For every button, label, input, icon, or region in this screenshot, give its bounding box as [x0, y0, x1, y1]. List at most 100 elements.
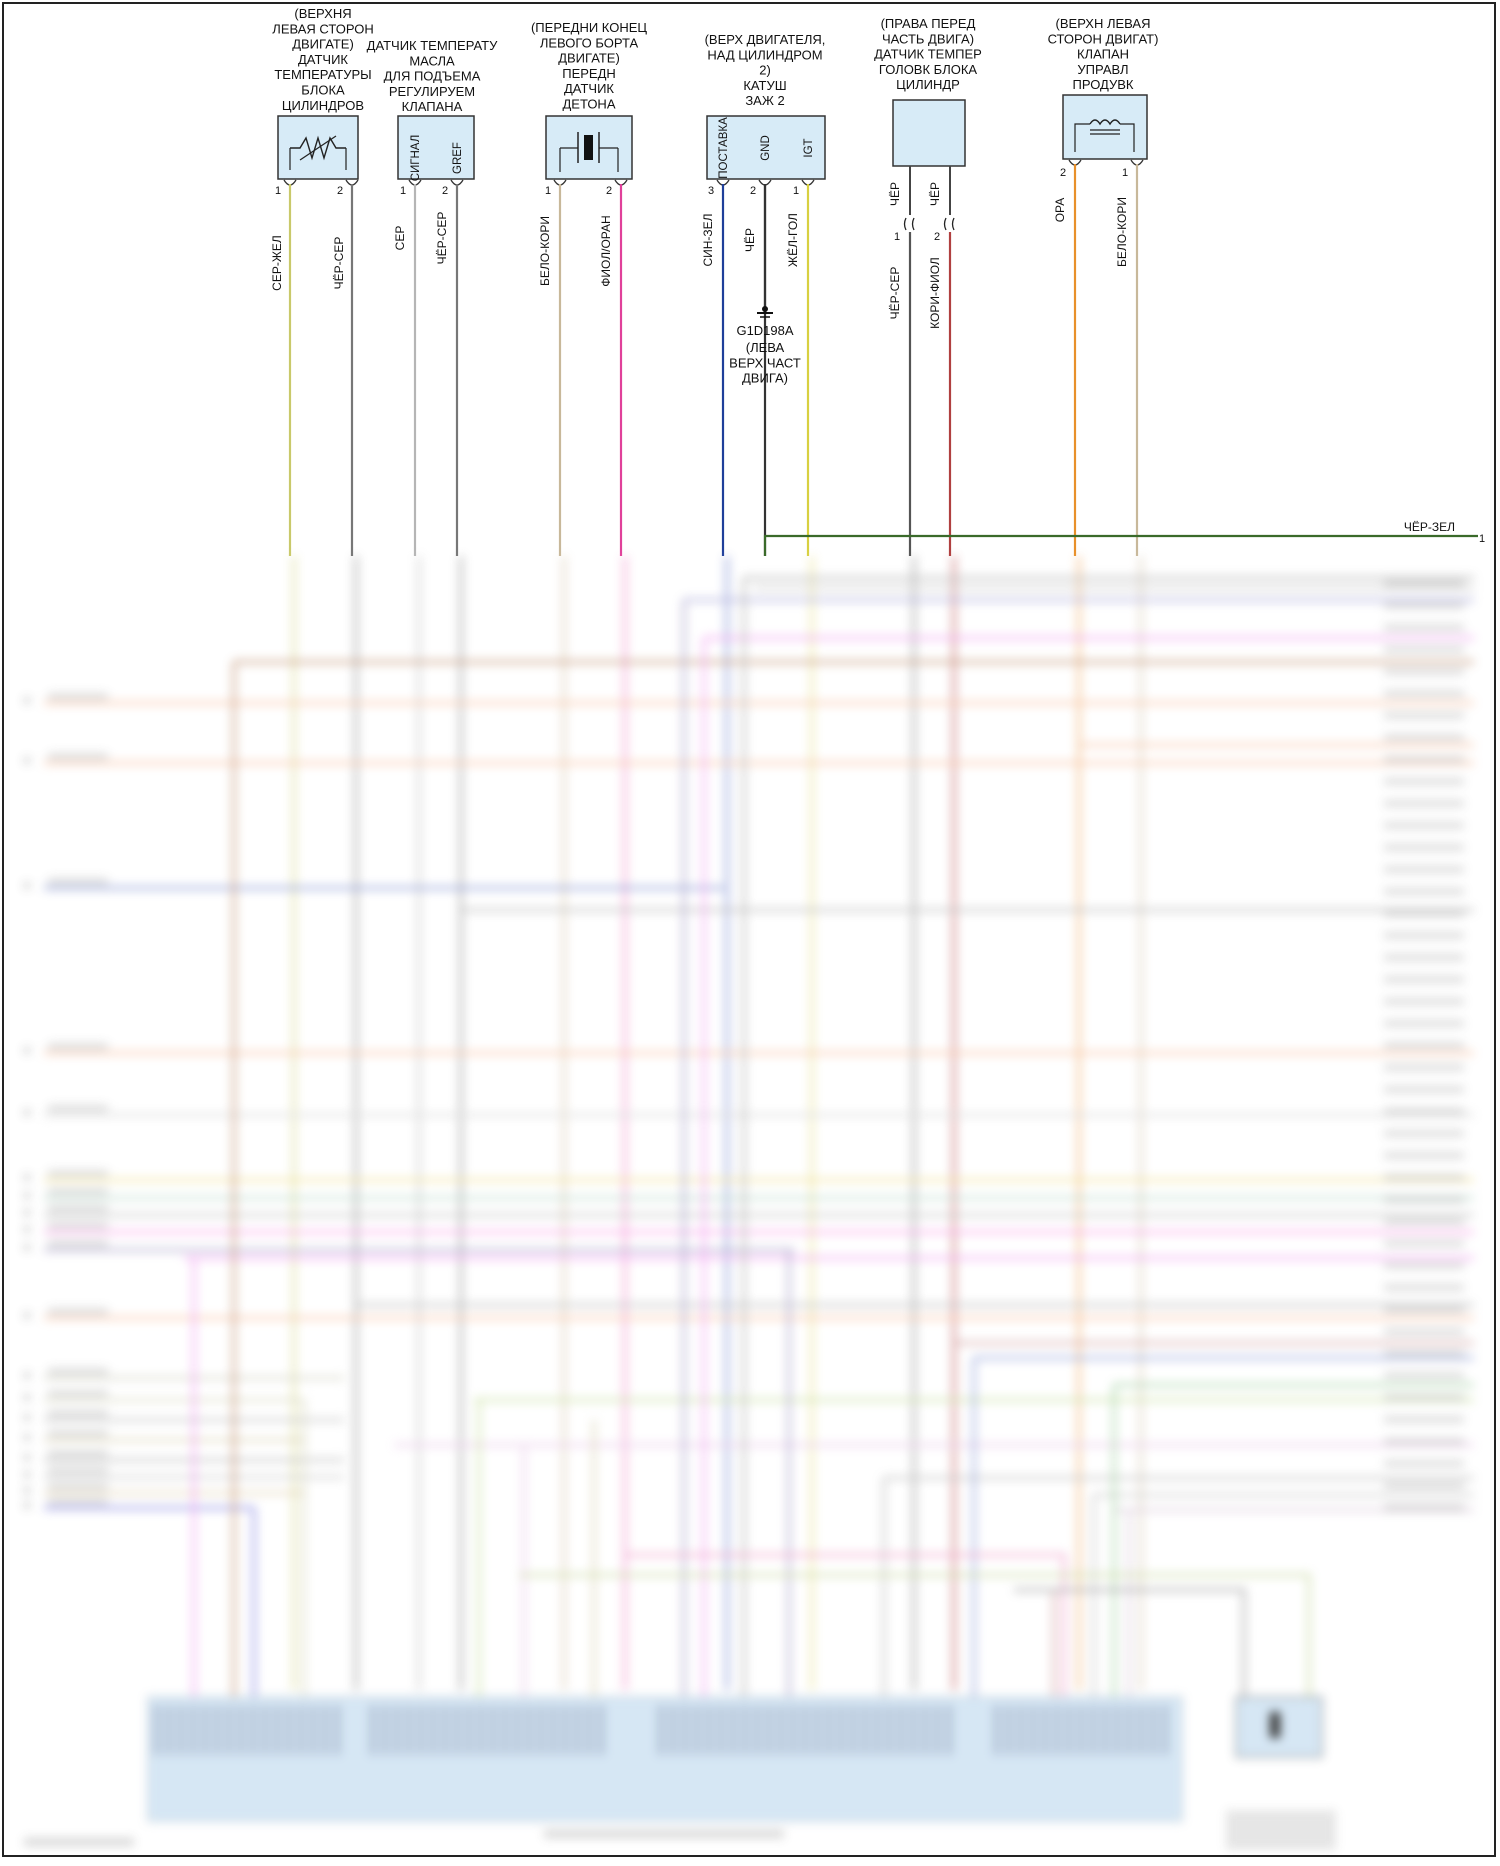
blurred-pin-label: [1054, 1705, 1060, 1755]
blurred-pin-label: [766, 1705, 772, 1755]
blurred-row-label: [1384, 866, 1464, 873]
inline-connector: [903, 217, 907, 231]
blurred-pin-label: [874, 1705, 880, 1755]
blurred-pin-label: [514, 1705, 520, 1755]
blurred-pin-label: [994, 1705, 1000, 1755]
pin-number: 2: [750, 185, 756, 197]
blurred-row-label: [1384, 1130, 1464, 1137]
blurred-row-label: [48, 1043, 108, 1050]
blurred-row-label: [1384, 822, 1464, 829]
pin-number: 3: [708, 185, 714, 197]
blurred-row-number: [24, 697, 30, 704]
pin-function-label: СИГНАЛ: [410, 135, 422, 182]
blurred-footer-id: [24, 1838, 134, 1846]
pin-number: 2: [337, 185, 343, 197]
blurred-pin-label: [370, 1705, 376, 1755]
knock-sensor-title-line: ПЕРЕДН: [562, 66, 616, 81]
purge-valve-title-line: ПРОДУВК: [1072, 77, 1133, 92]
blurred-row-label: [48, 1483, 108, 1490]
knock-sensor-title-line: ДАТЧИК: [564, 81, 614, 96]
blurred-pin-label: [202, 1705, 208, 1755]
blurred-ecm-block: [147, 1696, 1183, 1822]
blurred-pin-label: [1006, 1705, 1012, 1755]
wire-label: БЕЛО-КОРИ: [538, 216, 552, 286]
blurred-sensor-caption: [1226, 1810, 1336, 1850]
blurred-pin-label: [274, 1705, 280, 1755]
blurred-pin-label: [1018, 1705, 1024, 1755]
blurred-row-label: [1384, 580, 1464, 587]
purge-valve-title-line: УПРАВЛ: [1077, 62, 1128, 77]
pin-number: 2: [934, 231, 940, 243]
blurred-pin-label: [910, 1705, 916, 1755]
blurred-pin-label: [466, 1705, 472, 1755]
wire-label: ЧЁР: [743, 228, 757, 252]
blurred-pin-label: [310, 1705, 316, 1755]
blurred-row-label: [1384, 1020, 1464, 1027]
ignition-coil-title-line: (ВЕРХ ДВИГАТЕЛЯ,: [705, 32, 826, 47]
blurred-pin-label: [658, 1705, 664, 1755]
wire-label: СИН-ЗЕЛ: [701, 213, 715, 266]
blurred-pin-label: [1078, 1705, 1084, 1755]
oil-temp-sensor-title-line: КЛАПАНА: [402, 99, 463, 114]
pin-number: 1: [793, 185, 799, 197]
blurred-pin-label: [706, 1705, 712, 1755]
blurred-row-number: [24, 1174, 30, 1181]
blurred-pin-label: [406, 1705, 412, 1755]
pin-number: 1: [545, 185, 551, 197]
ignition-coil-title-line: ЗАЖ 2: [745, 93, 784, 108]
blurred-row-label: [1384, 668, 1464, 675]
ground-id: G1D198A: [736, 323, 793, 338]
blurred-row-label: [1384, 800, 1464, 807]
blurred-row-label: [1384, 1196, 1464, 1203]
blurred-wire: [625, 1553, 1066, 1705]
blurred-pin-label: [430, 1705, 436, 1755]
blurred-row-label: [48, 1170, 108, 1177]
blurred-row-label: [48, 1188, 108, 1195]
blurred-row-label: [1384, 1372, 1464, 1379]
blurred-pin-label: [826, 1705, 832, 1755]
pin-function-label: ПОСТАВКА: [718, 117, 730, 179]
blurred-row-label: [1384, 998, 1464, 1005]
blurred-pin-label: [550, 1705, 556, 1755]
blurred-row-label: [1384, 1042, 1464, 1049]
ground-location: (ЛЕВА: [746, 340, 785, 355]
oil-temp-sensor-title-line: ДЛЯ ПОДЪЕМА: [384, 69, 481, 84]
head-temp-sensor-title-line: (ПРАВА ПЕРЕД: [881, 16, 976, 31]
knock-sensor-title-line: (ПЕРЕДНИ КОНЕЦ: [531, 20, 647, 35]
blurred-pin-label: [850, 1705, 856, 1755]
ignition-coil-title-line: НАД ЦИЛИНДРОМ: [707, 47, 822, 62]
blurred-pin-label: [1030, 1705, 1036, 1755]
blurred-row-number: [24, 882, 30, 889]
blurred-pin-label: [574, 1705, 580, 1755]
blurred-row-number: [24, 757, 30, 764]
blurred-row-label: [48, 1430, 108, 1437]
blurred-pin-label: [538, 1705, 544, 1755]
blurred-row-number: [24, 1471, 30, 1478]
blurred-row-label: [1384, 1064, 1464, 1071]
blurred-pin-label: [250, 1705, 256, 1755]
blurred-pin-label: [898, 1705, 904, 1755]
wire-label: СЕР: [393, 226, 407, 251]
blurred-row-label: [1384, 1438, 1464, 1445]
blurred-row-label: [1384, 1174, 1464, 1181]
blurred-row-label: [1384, 1152, 1464, 1159]
bus-wire-number: 1: [1479, 533, 1485, 545]
blurred-row-number: [24, 1244, 30, 1251]
blurred-ecm-caption: [544, 1830, 784, 1838]
solenoid-coil-symbol: [1089, 119, 1121, 126]
blurred-pin-label: [862, 1705, 868, 1755]
blurred-row-label: [48, 1410, 108, 1417]
pin-function-label: GND: [760, 135, 772, 161]
purge-valve-title-line: КЛАПАН: [1077, 47, 1129, 62]
blurred-pin-label: [598, 1705, 604, 1755]
blurred-row-label: [1384, 1306, 1464, 1313]
blurred-pin-label: [502, 1705, 508, 1755]
ignition-coil-body: [706, 115, 826, 180]
blurred-pin-label: [166, 1705, 172, 1755]
blurred-pin-label: [754, 1705, 760, 1755]
blurred-pin-label: [178, 1705, 184, 1755]
head-temp-sensor-title-line: ЧАСТЬ ДВИГА): [882, 31, 974, 46]
blurred-row-label: [1384, 1086, 1464, 1093]
ground-location: ДВИГА): [742, 371, 788, 386]
